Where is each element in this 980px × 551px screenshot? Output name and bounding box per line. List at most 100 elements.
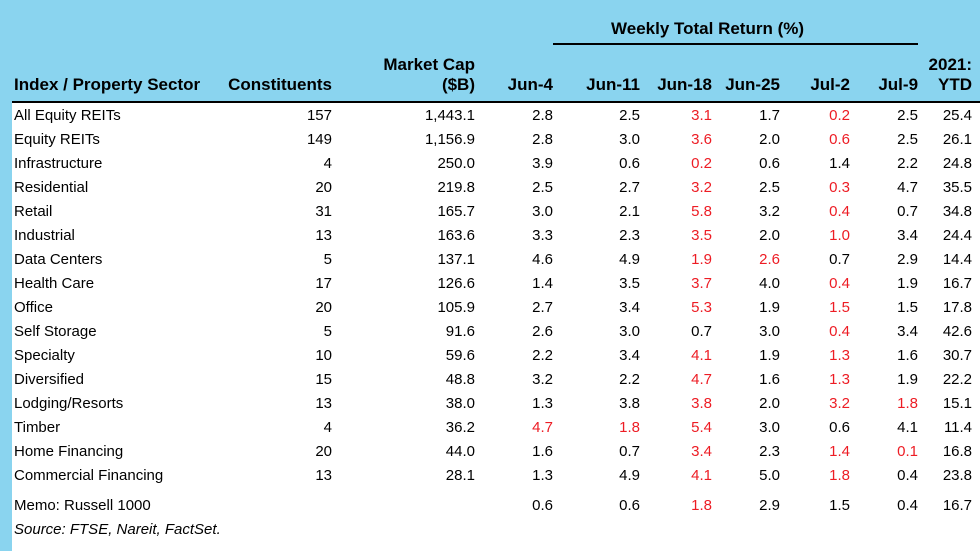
- return-cell: 2.9: [759, 496, 780, 514]
- return-cell: 1.8: [829, 466, 850, 484]
- col-header-jun-18: Jun-18: [657, 75, 712, 94]
- return-cell: 0.4: [829, 274, 850, 292]
- return-cell: 4.7: [691, 370, 712, 388]
- constituents-cell: 20: [315, 442, 332, 460]
- return-cell: 1.5: [897, 298, 919, 316]
- ytd-cell: 34.8: [942, 202, 973, 220]
- sector-cell: Home Financing: [14, 442, 124, 460]
- market-cap-cell: [332, 493, 475, 517]
- return-cell: 3.4: [897, 226, 919, 244]
- return-cell: 2.9: [897, 250, 919, 268]
- table-row: Infrastructure 4 250.0 3.9 0.6 0.2 0.6 1.4 2.2 24…: [0, 151, 972, 175]
- return-cell: 4.1: [691, 346, 712, 364]
- ytd-cell: 16.8: [942, 442, 973, 460]
- return-cell: 2.1: [619, 202, 640, 220]
- return-cell: 0.6: [829, 130, 850, 148]
- table-row: Office 20 105.9 2.7 3.4 5.3 1.9 1.5 1.5 17.8: [0, 295, 972, 319]
- constituents-cell: 13: [315, 394, 332, 412]
- return-cell: 1.5: [829, 496, 850, 514]
- ytd-cell: 14.4: [942, 250, 973, 268]
- constituents-cell: 149: [306, 130, 332, 148]
- ytd-cell: 25.4: [942, 106, 973, 124]
- return-cell: 3.0: [759, 418, 780, 436]
- return-cell: 5.8: [691, 202, 712, 220]
- return-cell: 1.5: [829, 298, 850, 316]
- return-cell: 3.5: [691, 226, 712, 244]
- return-cell: 1.3: [829, 346, 850, 364]
- sector-cell: Timber: [14, 418, 61, 436]
- sector-cell: Retail: [14, 202, 53, 220]
- return-cell: 1.6: [532, 442, 553, 460]
- return-cell: 3.2: [829, 394, 850, 412]
- return-cell: 0.7: [897, 202, 919, 220]
- return-cell: 0.6: [829, 418, 850, 436]
- return-cell: 1.7: [759, 106, 780, 124]
- sector-cell: Data Centers: [14, 250, 103, 268]
- sector-cell: Commercial Financing: [14, 466, 164, 484]
- return-cell: 4.7: [532, 418, 553, 436]
- table-row: Commercial Financing 13 28.1 1.3 4.9 4.1 5.0 1.…: [0, 463, 972, 487]
- return-cell: 3.2: [532, 370, 553, 388]
- return-cell: 4.6: [532, 250, 553, 268]
- return-cell: 3.8: [619, 394, 640, 412]
- return-cell: 2.6: [759, 250, 780, 268]
- table-row: Residential 20 219.8 2.5 2.7 3.2 2.5 0.3 4.7 35.5: [0, 175, 972, 199]
- return-cell: 2.7: [532, 298, 553, 316]
- ytd-cell: 24.4: [942, 226, 973, 244]
- market-cap-cell: 163.6: [437, 226, 475, 244]
- return-cell: 4.9: [619, 250, 640, 268]
- return-cell: 2.5: [532, 178, 553, 196]
- return-cell: 2.7: [619, 178, 640, 196]
- ytd-cell: 15.1: [942, 394, 973, 412]
- return-cell: 3.5: [619, 274, 640, 292]
- return-cell: 1.4: [829, 442, 850, 460]
- return-cell: 0.6: [532, 496, 553, 514]
- return-cell: 2.5: [897, 106, 919, 124]
- return-cell: 1.9: [759, 346, 780, 364]
- col-header-ytd: 2021: YTD: [928, 55, 973, 94]
- constituents-cell: 13: [315, 226, 332, 244]
- sector-cell: Specialty: [14, 346, 75, 364]
- return-cell: 1.3: [532, 466, 553, 484]
- market-cap-cell: 91.6: [445, 322, 475, 340]
- return-cell: 4.1: [691, 466, 712, 484]
- ytd-cell: 16.7: [942, 496, 973, 514]
- col-header-market-cap: Market Cap ($B): [383, 55, 475, 94]
- return-cell: 3.0: [619, 130, 640, 148]
- weekly-total-return-title: Weekly Total Return (%): [553, 0, 919, 45]
- return-cell: 3.6: [691, 130, 712, 148]
- sector-cell: Diversified: [14, 370, 85, 388]
- return-cell: 0.4: [829, 322, 850, 340]
- return-cell: 1.8: [691, 496, 712, 514]
- return-cell: 3.4: [691, 442, 712, 460]
- return-cell: 2.8: [532, 106, 553, 124]
- market-cap-cell: 38.0: [445, 394, 475, 412]
- return-cell: 3.0: [532, 202, 553, 220]
- return-cell: 3.9: [532, 154, 553, 172]
- return-cell: 5.4: [691, 418, 712, 436]
- constituents-cell: 13: [315, 466, 332, 484]
- return-cell: 4.0: [759, 274, 780, 292]
- sector-cell: Lodging/Resorts: [14, 394, 124, 412]
- return-cell: 2.6: [532, 322, 553, 340]
- return-cell: 0.1: [897, 442, 919, 460]
- table-row: Diversified 15 48.8 3.2 2.2 4.7 1.6 1.3 1.9 22.2: [0, 367, 972, 391]
- return-cell: 5.3: [691, 298, 712, 316]
- market-cap-cell: 126.6: [437, 274, 475, 292]
- return-cell: 1.3: [532, 394, 553, 412]
- market-cap-cell: 1,443.1: [424, 106, 475, 124]
- constituents-cell: 4: [323, 418, 332, 436]
- col-header-constituents: Constituents: [228, 75, 332, 94]
- return-cell: 2.5: [759, 178, 780, 196]
- return-cell: 5.0: [759, 466, 780, 484]
- sector-cell: Self Storage: [14, 322, 97, 340]
- return-cell: 1.6: [759, 370, 780, 388]
- return-cell: 2.8: [532, 130, 553, 148]
- return-cell: 2.2: [619, 370, 640, 388]
- return-cell: 2.0: [759, 394, 780, 412]
- market-cap-cell: 44.0: [445, 442, 475, 460]
- return-cell: 3.4: [897, 322, 919, 340]
- return-cell: 1.9: [691, 250, 712, 268]
- return-cell: 3.3: [532, 226, 553, 244]
- market-cap-cell: 137.1: [437, 250, 475, 268]
